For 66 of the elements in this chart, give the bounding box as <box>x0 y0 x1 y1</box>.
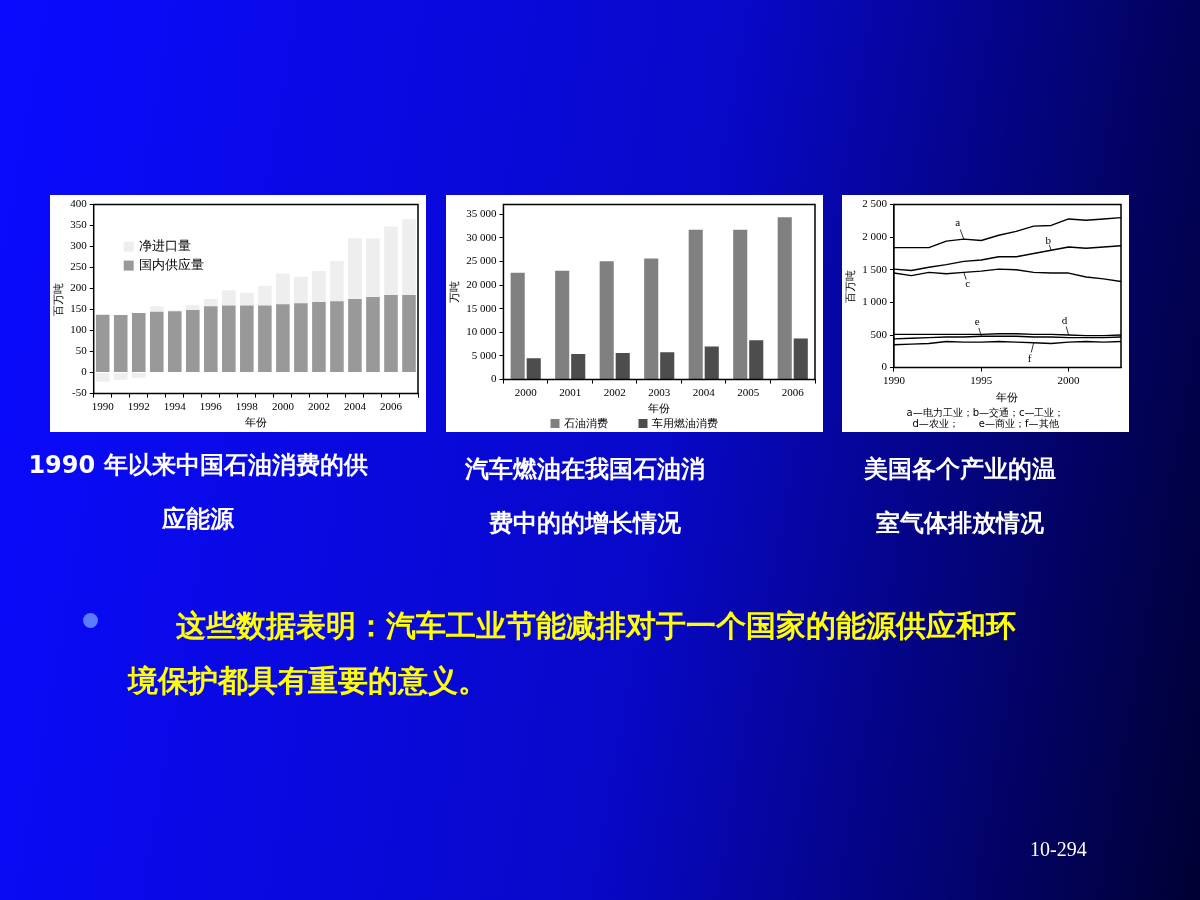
y-axis-title: 百万吨 <box>52 282 65 316</box>
y-tick-label: 150 <box>70 302 88 315</box>
y-tick-label: 200 <box>70 281 88 294</box>
y-tick-label: 300 <box>70 239 88 252</box>
x-axis-title: 年份 <box>648 402 671 415</box>
x-tick-label: 1996 <box>199 400 223 413</box>
legend-label: 石油消费 <box>563 416 608 430</box>
x-tick-label: 1998 <box>235 400 259 413</box>
legend-label: 国内供应量 <box>138 256 204 272</box>
x-tick-label: 2001 <box>559 386 582 399</box>
y-tick-label: 100 <box>70 323 88 336</box>
x-tick-label: 2000 <box>271 400 295 413</box>
text: a—电力工业；b—交通；c—工业； <box>906 406 1065 418</box>
legend-label: 净进口量 <box>138 237 191 253</box>
y-tick-label: 1 500 <box>862 262 888 275</box>
x-tick-label: 2003 <box>648 386 671 399</box>
text: 1990 年以来中国石油消费的供应能源 <box>27 450 369 535</box>
y-tick-label: 400 <box>70 197 88 210</box>
text: 美国各个产业的温室气体排放情况 <box>863 454 1057 539</box>
x-tick-label: 1990 <box>882 374 906 387</box>
x-tick-label: 2005 <box>737 386 760 399</box>
y-tick-label: 20 000 <box>466 277 497 290</box>
series-label: d <box>1061 313 1068 326</box>
x-tick-label: 2006 <box>379 400 403 413</box>
series-label: a <box>955 216 961 229</box>
y-axis-title: 万吨 <box>448 281 461 304</box>
x-axis-title: 年份 <box>996 391 1019 404</box>
x-tick-label: 2006 <box>781 386 805 399</box>
text: 汽车燃油在我国石油消费中的的增长情况 <box>465 454 705 539</box>
x-tick-label: 2000 <box>514 386 538 399</box>
legend-label: f <box>1027 351 1032 364</box>
x-tick-label: 1994 <box>163 400 187 413</box>
x-tick-label: 2002 <box>307 400 330 413</box>
x-tick-label: 2004 <box>692 386 716 399</box>
legend-label: 车用燃油消费 <box>651 416 718 430</box>
x-tick-label: 1992 <box>127 400 150 413</box>
y-tick-label: 250 <box>70 260 88 273</box>
x-tick-label: 2004 <box>343 400 367 413</box>
y-tick-label: 50 <box>75 344 88 357</box>
text: d—农业； e—商业；f—其他 <box>912 417 1059 429</box>
y-tick-label: 350 <box>70 218 88 231</box>
x-axis-title: 年份 <box>244 416 267 429</box>
y-tick-label: 10 000 <box>466 325 497 338</box>
y-tick-label: 30 000 <box>466 230 497 243</box>
y-tick-label: 0 <box>881 360 888 373</box>
y-tick-label: 2 500 <box>862 197 888 210</box>
legend-label: c <box>965 277 971 290</box>
y-tick-label: 0 <box>490 372 497 385</box>
text: 这些数据表明：汽车工业节能减排对于一个国家的能源供应和环境保护都具有重要的意义。 <box>128 607 1017 700</box>
y-tick-label: 0 <box>81 365 88 378</box>
y-tick-label: 5 000 <box>471 348 497 361</box>
x-tick-label: 2000 <box>1057 374 1081 387</box>
x-tick-label: 1995 <box>970 374 993 387</box>
x-tick-label: 2002 <box>603 386 626 399</box>
y-tick-label: 500 <box>870 327 888 340</box>
series-label: b <box>1045 234 1052 247</box>
y-tick-label: 25 000 <box>466 254 497 267</box>
y-tick-label: 1 000 <box>862 295 888 308</box>
y-tick-label: 35 000 <box>466 206 497 219</box>
text: 10-294 <box>1030 838 1087 861</box>
y-tick-label: -50 <box>72 386 88 399</box>
y-axis-title: 百万吨 <box>844 269 857 303</box>
x-tick-label: 1990 <box>91 400 115 413</box>
y-tick-label: 15 000 <box>466 301 497 314</box>
series-label: e <box>974 315 980 328</box>
y-tick-label: 2 000 <box>862 230 888 243</box>
